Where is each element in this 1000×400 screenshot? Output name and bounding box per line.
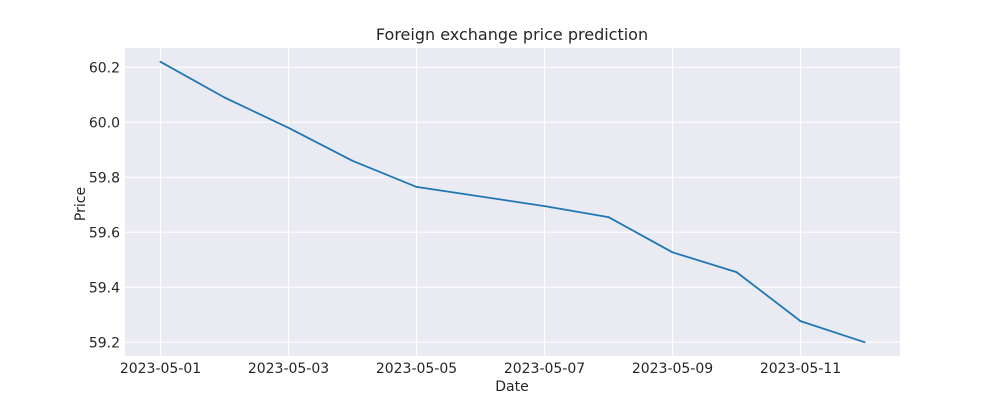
- y-tick-label: 59.2: [89, 335, 120, 351]
- x-tick-label: 2023-05-09: [632, 361, 713, 377]
- y-tick-label: 60.2: [89, 60, 120, 76]
- x-tick-label: 2023-05-01: [120, 361, 201, 377]
- y-tick-label: 59.8: [89, 170, 120, 186]
- x-tick-labels: 2023-05-01 2023-05-03 2023-05-05 2023-05-07…: [120, 361, 841, 377]
- x-tick-label: 2023-05-05: [376, 361, 457, 377]
- data-point: [735, 271, 738, 274]
- data-point: [479, 195, 482, 198]
- y-gridlines: [125, 66, 900, 343]
- x-tick-label: 2023-05-03: [248, 361, 329, 377]
- data-point: [543, 205, 546, 208]
- data-point: [351, 159, 354, 162]
- y-tick-label: 60.0: [89, 115, 120, 131]
- y-axis-label: Price: [73, 187, 89, 221]
- data-point: [223, 96, 226, 99]
- data-point: [415, 185, 418, 188]
- data-point: [671, 251, 674, 254]
- chart-title: Foreign exchange price prediction: [376, 25, 648, 44]
- data-point: [287, 126, 290, 129]
- x-axis-label: Date: [495, 379, 528, 395]
- series-line: [159, 60, 866, 344]
- x-tick-label: 2023-05-11: [760, 361, 841, 377]
- y-tick-labels: 59.2 59.4 59.6 59.8 60.0 60.2: [89, 60, 120, 351]
- data-point: [799, 320, 802, 322]
- y-tick-label: 59.6: [89, 225, 120, 241]
- y-tick-label: 59.4: [89, 280, 120, 296]
- data-point: [863, 341, 866, 344]
- series-layer: [159, 60, 866, 344]
- x-gridlines: [160, 48, 801, 356]
- x-tick-label: 2023-05-07: [504, 361, 585, 377]
- data-point: [607, 216, 610, 219]
- data-point: [159, 60, 162, 63]
